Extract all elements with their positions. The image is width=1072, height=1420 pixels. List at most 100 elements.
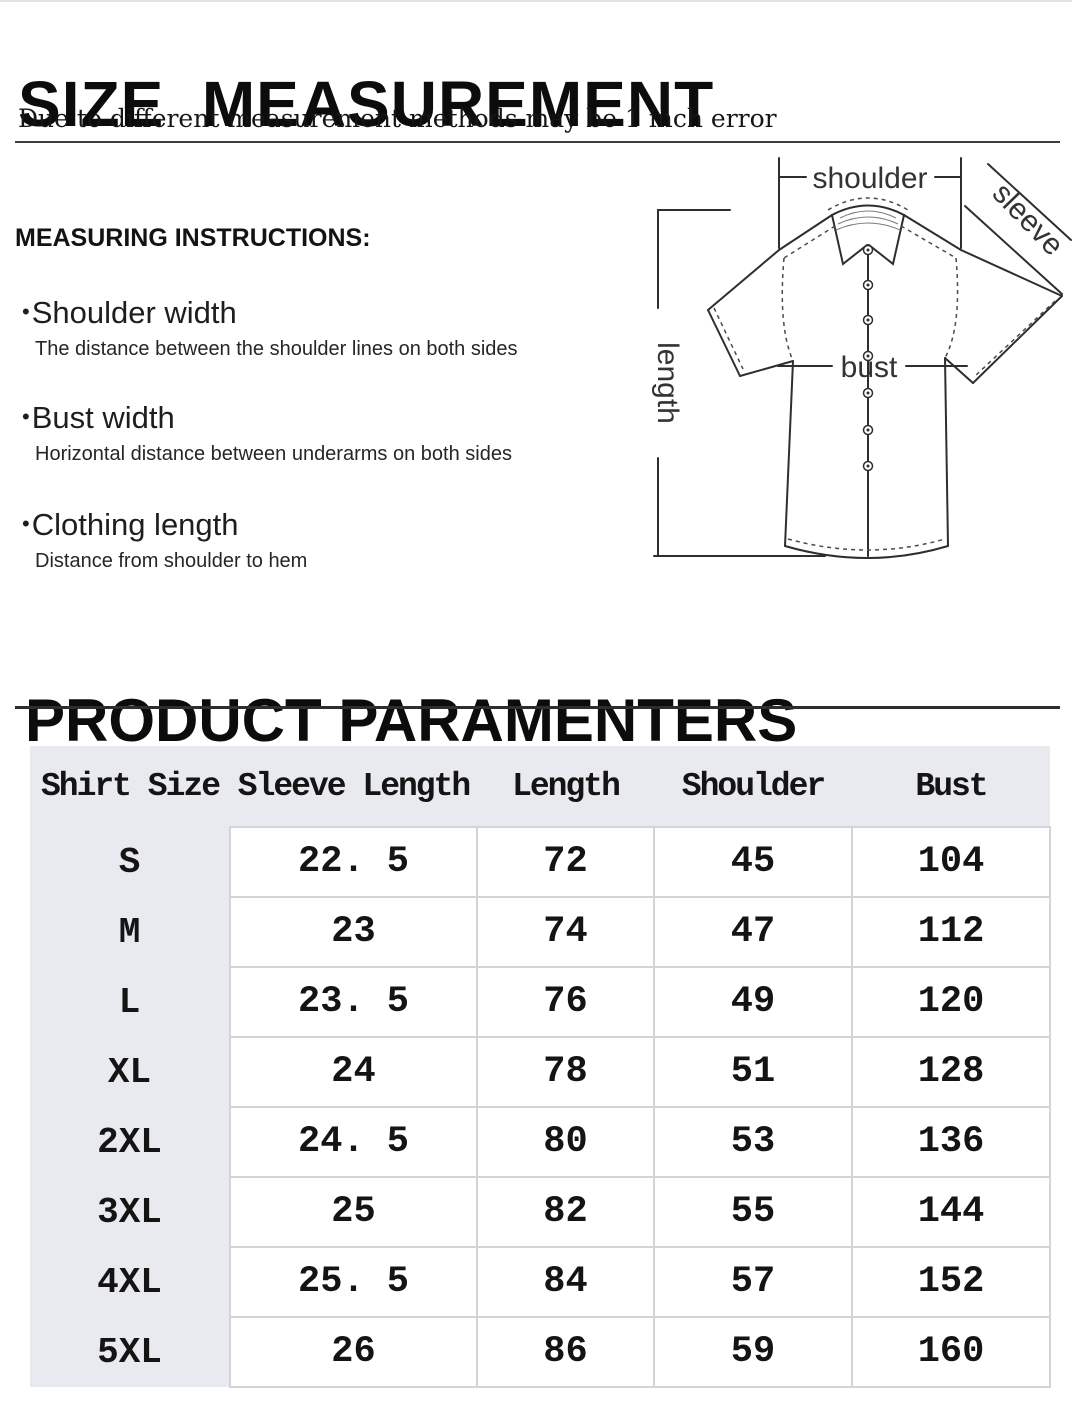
table-row: 5XL 26 86 59 160 bbox=[30, 1316, 1051, 1388]
button-hole bbox=[866, 428, 870, 432]
value-cell: 160 bbox=[851, 1316, 1051, 1388]
value-cell: 51 bbox=[653, 1036, 853, 1108]
table-header-cell: Shoulder bbox=[654, 746, 852, 827]
bullet-icon: • bbox=[22, 511, 30, 536]
button-hole bbox=[866, 354, 870, 358]
sleeve-label: sleeve bbox=[986, 177, 1070, 262]
value-cell: 74 bbox=[476, 896, 655, 968]
table-header-cell: Shirt Size bbox=[30, 746, 230, 827]
size-cell: M bbox=[30, 897, 230, 967]
instruction-desc: Horizontal distance between underarms on… bbox=[35, 443, 512, 465]
value-cell: 55 bbox=[653, 1176, 853, 1248]
table-header-cell: Length bbox=[477, 746, 654, 827]
value-cell: 72 bbox=[476, 826, 655, 898]
right-sleeve-inner bbox=[944, 357, 974, 384]
page-title: SIZE MEASUREMENT bbox=[18, 67, 715, 140]
value-cell: 53 bbox=[653, 1106, 853, 1178]
parameters-title: PRODUCT PARAMENTERS bbox=[25, 686, 798, 754]
button-hole bbox=[866, 391, 870, 395]
left-sleeve-inner bbox=[739, 360, 794, 377]
instruction-item-shoulder: •Shoulder width The distance between the… bbox=[22, 295, 622, 361]
right-armhole-stitch bbox=[944, 257, 959, 359]
right-shoulder-stitch bbox=[900, 225, 957, 259]
value-cell: 78 bbox=[476, 1036, 655, 1108]
value-cell: 22. 5 bbox=[229, 826, 478, 898]
left-armhole-stitch bbox=[781, 257, 794, 362]
left-cuff-stitch bbox=[713, 307, 744, 370]
value-cell: 24 bbox=[229, 1036, 478, 1108]
button-hole bbox=[866, 248, 870, 252]
value-cell: 84 bbox=[476, 1246, 655, 1318]
value-cell: 24. 5 bbox=[229, 1106, 478, 1178]
value-cell: 104 bbox=[851, 826, 1051, 898]
value-cell: 80 bbox=[476, 1106, 655, 1178]
value-cell: 26 bbox=[229, 1316, 478, 1388]
value-cell: 47 bbox=[653, 896, 853, 968]
table-row: S 22. 5 72 45 104 bbox=[30, 826, 1051, 898]
shoulder-line-left bbox=[778, 214, 833, 251]
size-cell: 4XL bbox=[30, 1247, 230, 1317]
bullet-icon: • bbox=[22, 404, 30, 429]
bust-label: bust bbox=[841, 351, 898, 384]
right-side-seam bbox=[944, 357, 949, 547]
value-cell: 152 bbox=[851, 1246, 1051, 1318]
value-cell: 23 bbox=[229, 896, 478, 968]
value-cell: 25. 5 bbox=[229, 1246, 478, 1318]
table-header-row: Shirt Size Sleeve Length Length Shoulder… bbox=[30, 746, 1050, 827]
value-cell: 59 bbox=[653, 1316, 853, 1388]
left-side-seam bbox=[784, 360, 794, 547]
size-cell: 2XL bbox=[30, 1107, 230, 1177]
table-row: M 23 74 47 112 bbox=[30, 896, 1051, 968]
size-cell: XL bbox=[30, 1037, 230, 1107]
value-cell: 112 bbox=[851, 896, 1051, 968]
value-cell: 23. 5 bbox=[229, 966, 478, 1038]
value-cell: 136 bbox=[851, 1106, 1051, 1178]
instructions-heading: MEASURING INSTRUCTIONS: bbox=[15, 224, 371, 252]
instruction-title: Bust width bbox=[31, 400, 175, 435]
instruction-title: Clothing length bbox=[31, 507, 239, 542]
image-top-edge bbox=[0, 0, 1072, 2]
shirt-diagram-svg: shoulder sleeve length bust bbox=[651, 157, 1072, 559]
value-cell: 45 bbox=[653, 826, 853, 898]
collar-band bbox=[831, 204, 905, 216]
shoulder-line-right bbox=[903, 214, 962, 251]
table-row: 3XL 25 82 55 144 bbox=[30, 1176, 1051, 1248]
button-hole bbox=[866, 283, 870, 287]
table-row: 4XL 25. 5 84 57 152 bbox=[30, 1246, 1051, 1318]
collar-top-stitch bbox=[827, 197, 909, 211]
value-cell: 25 bbox=[229, 1176, 478, 1248]
collar-flap-left bbox=[831, 214, 868, 266]
instruction-item-length: •Clothing length Distance from shoulder … bbox=[22, 507, 622, 573]
instruction-desc: Distance from shoulder to hem bbox=[35, 550, 308, 572]
table-header-cell: Bust bbox=[852, 746, 1050, 827]
collar-inner-line bbox=[835, 222, 901, 231]
bullet-icon: • bbox=[22, 299, 30, 324]
left-sleeve-cuff bbox=[707, 309, 741, 377]
size-cell: 5XL bbox=[30, 1317, 230, 1387]
shoulder-label: shoulder bbox=[812, 162, 927, 195]
sleeve-dim-line-upper bbox=[987, 163, 1072, 241]
value-cell: 120 bbox=[851, 966, 1051, 1038]
hem-line bbox=[784, 545, 949, 559]
left-shoulder-stitch bbox=[783, 225, 836, 259]
hem-stitch bbox=[787, 538, 946, 551]
instruction-item-bust: •Bust width Horizontal distance between … bbox=[22, 400, 622, 466]
value-cell: 49 bbox=[653, 966, 853, 1038]
value-cell: 128 bbox=[851, 1036, 1051, 1108]
size-cell: S bbox=[30, 827, 230, 897]
table-row: 2XL 24. 5 80 53 136 bbox=[30, 1106, 1051, 1178]
table-header-cell: Sleeve Length bbox=[230, 746, 477, 827]
right-sleeve-outer bbox=[960, 249, 1063, 297]
size-cell: 3XL bbox=[30, 1177, 230, 1247]
length-label: length bbox=[651, 342, 684, 424]
value-cell: 144 bbox=[851, 1176, 1051, 1248]
instruction-desc: The distance between the shoulder lines … bbox=[35, 338, 518, 360]
size-table: Shirt Size Sleeve Length Length Shoulder… bbox=[30, 746, 1051, 1388]
page-subtitle: Due to different measurement methods may… bbox=[18, 104, 777, 133]
sleeve-dim-line-lower bbox=[964, 205, 1063, 295]
value-cell: 76 bbox=[476, 966, 655, 1038]
divider-line-top bbox=[15, 141, 1060, 143]
collar-flap-right bbox=[868, 214, 905, 266]
value-cell: 57 bbox=[653, 1246, 853, 1318]
size-cell: L bbox=[30, 967, 230, 1037]
